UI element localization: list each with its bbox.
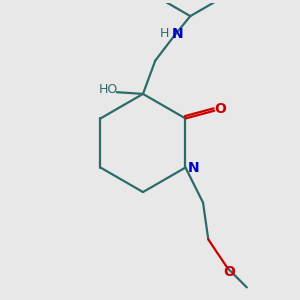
Text: HO: HO	[99, 83, 118, 96]
Text: H: H	[160, 28, 169, 40]
Text: N: N	[188, 160, 199, 175]
Text: O: O	[214, 102, 226, 116]
Text: O: O	[224, 265, 236, 279]
Text: N: N	[172, 27, 184, 41]
